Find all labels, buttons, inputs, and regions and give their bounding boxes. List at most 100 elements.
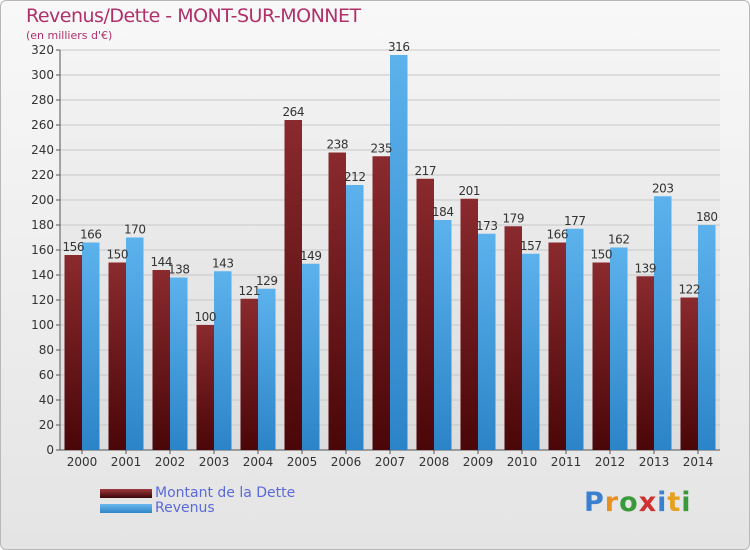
x-tick-label: 2013 (639, 455, 670, 469)
bar-dette (196, 325, 214, 450)
bar-revenus (126, 237, 144, 450)
y-tick-label: 240 (31, 143, 54, 157)
data-label-dette: 217 (415, 164, 436, 178)
data-label-revenus: 138 (168, 263, 189, 277)
legend-label-revenus: Revenus (155, 500, 215, 516)
logo-letter: i (681, 487, 692, 518)
x-tick-label: 2002 (155, 455, 186, 469)
x-tick-label: 2000 (67, 455, 98, 469)
data-label-revenus: 162 (608, 233, 629, 247)
data-label-dette: 150 (107, 248, 128, 262)
data-label-revenus: 184 (432, 205, 453, 219)
bar-revenus (214, 271, 232, 450)
bar-dette (108, 262, 126, 450)
bar-revenus (522, 253, 540, 450)
data-label-dette: 238 (327, 138, 348, 152)
bar-dette (372, 156, 390, 450)
bar-revenus (302, 263, 320, 450)
data-label-dette: 150 (591, 248, 612, 262)
bar-dette (64, 255, 82, 450)
x-tick-label: 2007 (375, 455, 406, 469)
y-tick-label: 140 (31, 268, 54, 282)
y-tick-label: 40 (39, 393, 54, 407)
x-tick-label: 2004 (243, 455, 274, 469)
y-tick-label: 320 (31, 43, 54, 57)
legend-swatch-revenus (100, 504, 152, 513)
data-label-revenus: 149 (300, 249, 321, 263)
bar-revenus (566, 228, 584, 450)
data-label-revenus: 170 (124, 223, 145, 237)
data-label-dette: 235 (371, 141, 392, 155)
logo-letter: r (604, 487, 620, 518)
data-label-revenus: 166 (80, 228, 101, 242)
logo-letter: x (638, 487, 658, 518)
y-tick-label: 280 (31, 93, 54, 107)
bar-dette (152, 270, 170, 450)
bar-revenus (478, 233, 496, 450)
chart-title: Revenus/Dette - MONT-SUR-MONNET (26, 5, 361, 27)
data-label-dette: 100 (195, 310, 216, 324)
bar-dette (592, 262, 610, 450)
bar-revenus (258, 288, 276, 450)
data-label-dette: 122 (679, 283, 700, 297)
bar-dette (284, 120, 302, 450)
x-tick-label: 2011 (551, 455, 582, 469)
bar-dette (680, 297, 698, 450)
x-tick-label: 2014 (683, 455, 714, 469)
y-tick-label: 220 (31, 168, 54, 182)
data-label-revenus: 180 (696, 210, 717, 224)
x-tick-label: 2008 (419, 455, 450, 469)
bar-revenus (170, 277, 188, 450)
bar-dette (240, 298, 258, 450)
x-tick-label: 2006 (331, 455, 362, 469)
bar-revenus (610, 247, 628, 450)
data-label-revenus: 157 (520, 239, 541, 253)
y-tick-label: 0 (46, 443, 54, 457)
x-tick-label: 2003 (199, 455, 230, 469)
bar-dette (636, 276, 654, 450)
logo-letter: i (657, 487, 668, 518)
bar-dette (328, 152, 346, 450)
data-label-dette: 144 (151, 255, 172, 269)
data-label-dette: 264 (283, 105, 304, 119)
data-label-revenus: 129 (256, 274, 277, 288)
bar-dette (460, 198, 478, 450)
bar-dette (548, 242, 566, 450)
y-tick-label: 100 (31, 318, 54, 332)
bar-revenus (390, 55, 408, 450)
data-label-dette: 201 (459, 184, 480, 198)
y-tick-label: 60 (39, 368, 54, 382)
x-tick-label: 2009 (463, 455, 494, 469)
y-tick-label: 160 (31, 243, 54, 257)
y-tick-label: 120 (31, 293, 54, 307)
proxiti-logo: Proxiti (584, 487, 692, 518)
y-tick-label: 80 (39, 343, 54, 357)
chart-subtitle: (en milliers d'€) (26, 29, 113, 42)
bar-dette (416, 178, 434, 450)
x-tick-label: 2005 (287, 455, 318, 469)
bar-revenus (654, 196, 672, 450)
data-label-dette: 139 (635, 261, 656, 275)
logo-letter: t (667, 487, 682, 518)
y-tick-label: 200 (31, 193, 54, 207)
x-tick-label: 2010 (507, 455, 538, 469)
data-label-revenus: 177 (564, 214, 585, 228)
data-label-revenus: 203 (652, 181, 673, 195)
y-tick-label: 300 (31, 68, 54, 82)
data-label-dette: 166 (547, 228, 568, 242)
bar-revenus (346, 185, 364, 450)
bar-revenus (82, 242, 100, 450)
y-tick-label: 180 (31, 218, 54, 232)
data-label-dette: 156 (63, 240, 84, 254)
y-tick-label: 20 (39, 418, 54, 432)
legend-swatch-dette (100, 489, 152, 498)
data-label-dette: 179 (503, 211, 524, 225)
data-label-revenus: 316 (388, 40, 409, 54)
logo-letter: o (619, 487, 639, 518)
data-label-revenus: 212 (344, 170, 365, 184)
x-tick-label: 2001 (111, 455, 142, 469)
data-label-revenus: 173 (476, 219, 497, 233)
data-label-dette: 121 (239, 284, 260, 298)
data-label-revenus: 143 (212, 256, 233, 270)
